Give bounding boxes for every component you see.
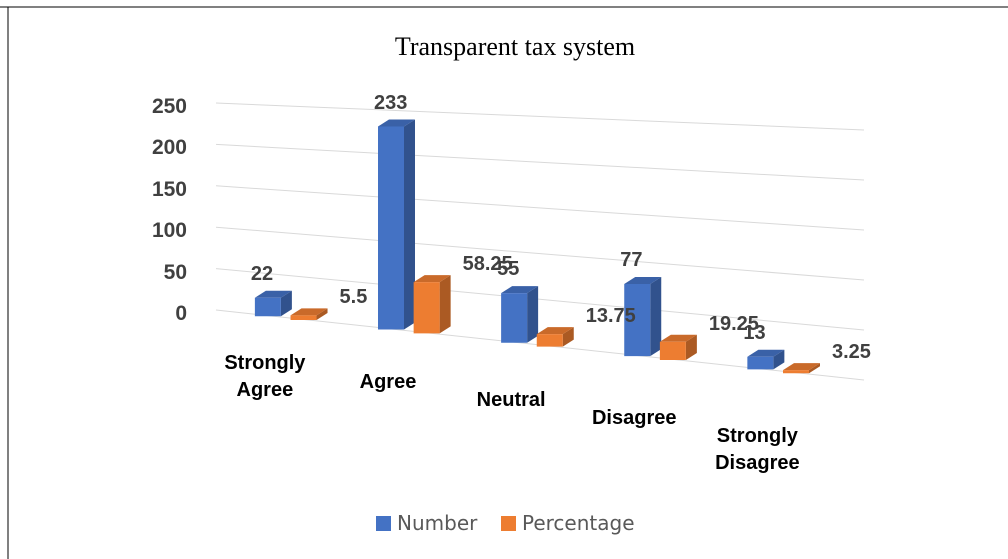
grid-line (215, 268, 865, 331)
data-label: 58.25 (462, 253, 513, 276)
bar (747, 349, 785, 370)
legend-swatch (376, 515, 391, 531)
grid-line (215, 226, 865, 281)
x-tick-label: Agree (359, 370, 417, 393)
y-tick-label: 0 (175, 302, 187, 325)
grid-line (215, 185, 865, 231)
data-label: 3.25 (832, 341, 871, 364)
bar-face (316, 308, 328, 321)
legend-entry: Percentage (501, 511, 635, 535)
bar-face (254, 290, 292, 298)
x-tick-label: Strongly Disagree (715, 425, 800, 475)
bar-face (773, 349, 785, 370)
bar-face (562, 327, 574, 347)
bar-face (280, 290, 292, 317)
bar-face (783, 370, 809, 374)
bar-face (413, 282, 440, 334)
data-label: 233 (374, 91, 408, 114)
data-label: 13 (743, 321, 766, 344)
bar-face (685, 334, 697, 360)
bar-face (501, 286, 539, 294)
bar (254, 290, 292, 317)
bar-face (747, 356, 774, 370)
data-label: 13.75 (585, 305, 636, 328)
bar-face (747, 349, 785, 357)
bar-face (290, 308, 328, 316)
bar (659, 334, 697, 360)
bar-face (404, 119, 415, 330)
bar-face (624, 284, 651, 357)
legend-entry: Number (376, 511, 477, 535)
legend-label: Number (397, 511, 478, 535)
grid-line (215, 143, 865, 181)
bar-face (290, 315, 317, 321)
bar-face (536, 334, 563, 347)
bar-face (659, 341, 686, 360)
bar-face (783, 363, 820, 371)
y-tick-label: 50 (163, 260, 187, 284)
bar-face (650, 277, 662, 357)
legend-swatch (501, 515, 516, 531)
bar-face (809, 363, 820, 374)
bar (624, 277, 662, 357)
chart-title: Transparent tax system (394, 32, 636, 61)
bar-face (501, 293, 528, 343)
data-label: 5.5 (339, 286, 368, 309)
bar-face (413, 275, 451, 283)
bar-face (254, 297, 281, 317)
data-label: 22 (250, 262, 274, 285)
x-tick-label: Strongly Agree (224, 352, 306, 402)
data-label: 77 (620, 249, 643, 271)
bar (536, 327, 574, 347)
grid-line (215, 102, 865, 131)
bar-face (439, 275, 451, 334)
y-tick-label: 250 (151, 95, 187, 118)
y-tick-label: 150 (151, 177, 187, 201)
legend-label: Percentage (522, 511, 635, 535)
bar-face (378, 119, 415, 127)
bar (783, 363, 820, 374)
bar (378, 119, 415, 330)
bar-face (378, 126, 404, 330)
bar (290, 308, 328, 321)
bar (501, 286, 539, 343)
bar-face (624, 277, 662, 285)
bar (413, 275, 451, 334)
bar-face (527, 286, 539, 343)
x-tick-label: Neutral (476, 388, 546, 411)
y-tick-label: 200 (151, 136, 187, 160)
x-tick-label: Disagree (591, 407, 677, 430)
data-label: 55 (497, 258, 520, 281)
bar-face (659, 334, 697, 342)
bar-face (536, 327, 574, 335)
y-tick-label: 100 (151, 219, 187, 243)
data-label: 19.25 (708, 312, 759, 335)
